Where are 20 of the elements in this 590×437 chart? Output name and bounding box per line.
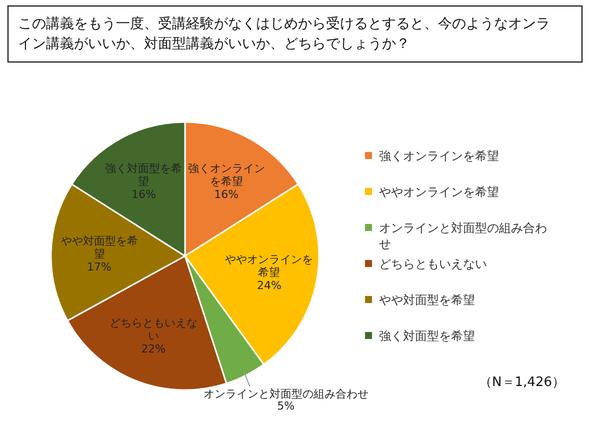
legend-label: どちらともいえない [379, 257, 487, 271]
slice-label: 強くオンラインを希望 [188, 162, 265, 188]
legend-label: ややオンラインを希望 [379, 185, 499, 199]
slice-label: ややオンラインを希望 [225, 253, 314, 280]
data-label: 16% [214, 188, 239, 201]
data-label: 5% [277, 399, 295, 412]
legend-label: 強くオンラインを希望 [379, 149, 499, 163]
slice-label: オンラインと対面型の組み合わせ [203, 387, 368, 400]
slice-label: どちらともいえない [109, 316, 198, 343]
legend-label: 強く対面型を希望 [379, 329, 475, 343]
slice-label: 強く対面型を希望 [105, 162, 182, 188]
text: （N＝1,426） [479, 375, 565, 390]
data-label: 24% [257, 279, 282, 292]
legend-label: オンラインと対面型の組み合わせ [379, 221, 547, 251]
chart-title: この講義をもう一度、受講経験がなくはじめから受けるとすると、今のようなオンライン講義がいいか、対面型講義がいいか、どちらでしょうか？ [18, 16, 550, 52]
data-label: 17% [87, 260, 112, 274]
legend-label: やや対面型を希望 [379, 293, 475, 307]
slice-label: やや対面型を希望 [60, 234, 138, 260]
data-label: 16% [131, 188, 156, 201]
data-label: 22% [141, 342, 166, 356]
